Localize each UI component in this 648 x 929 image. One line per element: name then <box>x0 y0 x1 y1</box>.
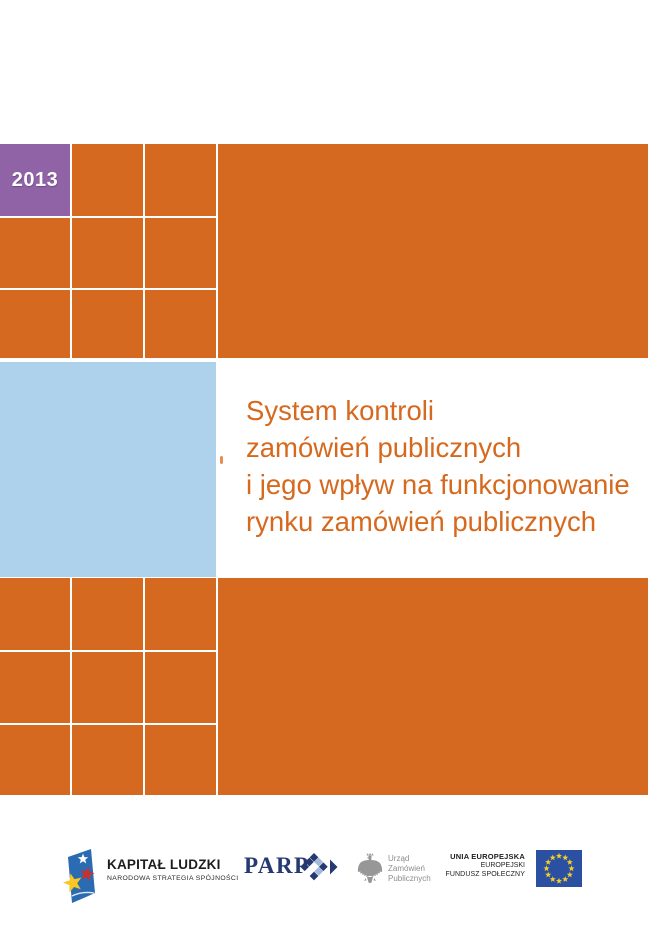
kapital-ludzki-flag-icon <box>62 847 98 905</box>
eu-line: UNIA EUROPEJSKA <box>450 852 525 861</box>
grid-cell <box>0 652 70 723</box>
cover-title-line: rynku zamówień publicznych <box>246 506 597 537</box>
bottom-orange-block <box>218 578 648 795</box>
grid-cell <box>145 218 216 288</box>
grid-cell <box>72 290 143 358</box>
grid-cell <box>145 578 216 650</box>
grid-cell <box>145 290 216 358</box>
cover-title-line: i jego wpływ na funkcjonowanie <box>246 469 630 500</box>
grid-cell <box>0 578 70 650</box>
stray-mark <box>220 456 223 464</box>
kapital-ludzki-logo: KAPITAŁ LUDZKI NARODOWA STRATEGIA SPÓJNO… <box>107 857 239 882</box>
kapital-ludzki-title: KAPITAŁ LUDZKI <box>107 857 221 872</box>
uzp-logo: Urząd Zamówień Publicznych <box>388 854 431 884</box>
year-label: 2013 <box>11 168 59 191</box>
cover-title-line: System kontroli <box>246 395 434 426</box>
grid-cell <box>72 652 143 723</box>
eu-flag-icon <box>536 850 582 887</box>
grid-cell <box>72 218 143 288</box>
year-cell: 2013 <box>0 144 70 216</box>
kapital-ludzki-subtitle: NARODOWA STRATEGIA SPÓJNOŚCI <box>107 874 239 882</box>
grid-cell <box>145 144 216 216</box>
grid-cell <box>72 578 143 650</box>
blue-block <box>0 362 216 577</box>
polish-eagle-icon <box>356 851 384 887</box>
parp-diamond-icon <box>300 851 340 883</box>
grid-cell <box>145 652 216 723</box>
grid-cell <box>72 144 143 216</box>
cover-title: System kontroli zamówień publicznych i j… <box>246 392 641 540</box>
grid-cell <box>145 725 216 795</box>
top-orange-block <box>218 144 648 358</box>
grid-cell <box>0 725 70 795</box>
grid-cell <box>72 725 143 795</box>
cover-title-line: zamówień publicznych <box>246 432 522 463</box>
top-grid-band: 2013 <box>0 144 216 358</box>
uzp-line: Publicznych <box>388 874 431 883</box>
eu-line: EUROPEJSKI <box>480 861 525 869</box>
grid-cell <box>0 290 70 358</box>
uzp-line: Urząd <box>388 854 410 863</box>
eu-line: FUNDUSZ SPOŁECZNY <box>445 870 525 878</box>
eu-logo-text: UNIA EUROPEJSKA EUROPEJSKI FUNDUSZ SPOŁE… <box>420 852 526 878</box>
bottom-grid-band <box>0 578 216 795</box>
uzp-line: Zamówień <box>388 864 425 873</box>
grid-cell <box>0 218 70 288</box>
parp-logo: PARP <box>244 853 310 878</box>
